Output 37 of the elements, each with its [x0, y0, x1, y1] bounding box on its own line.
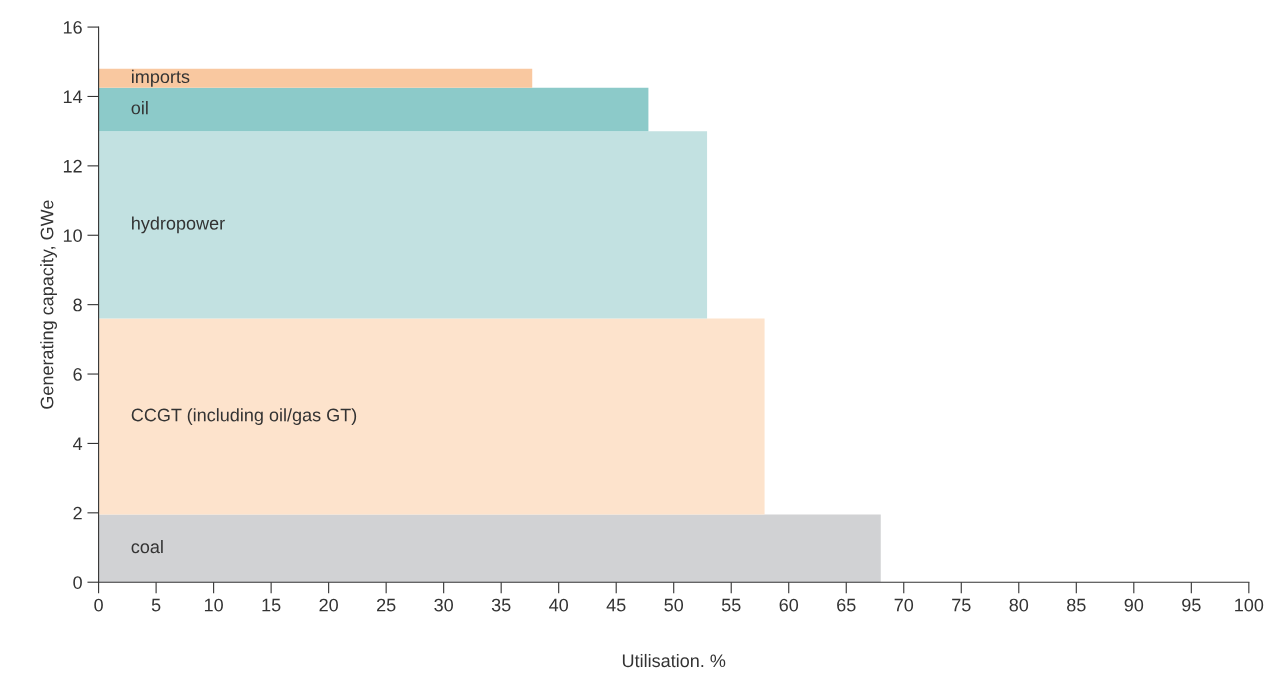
x-tick-label: 10: [204, 598, 223, 612]
x-tick-label: 20: [319, 598, 338, 612]
y-tick-label: 6: [73, 367, 82, 381]
x-tick-label: 100: [1235, 598, 1264, 612]
y-tick-label: 2: [73, 506, 82, 520]
y-tick-label: 12: [63, 159, 82, 173]
x-tick-label: 80: [1009, 598, 1029, 612]
x-tick-label: 35: [491, 598, 511, 612]
x-tick-label: 55: [721, 598, 741, 612]
series-label: CCGT (including oil/gas GT): [131, 408, 357, 425]
series-label: coal: [131, 539, 163, 554]
y-tick-label: 4: [72, 437, 83, 450]
x-tick-label: 5: [151, 598, 161, 612]
x-tick-label: 25: [377, 598, 396, 612]
x-tick-label: 50: [664, 598, 684, 612]
series-label: oil: [131, 101, 148, 115]
series-label: imports: [132, 69, 190, 87]
x-tick-label: 70: [894, 598, 914, 612]
x-tick-label: 90: [1124, 598, 1144, 612]
x-tick-label: 85: [1067, 598, 1086, 612]
x-tick-label: 0: [94, 598, 103, 612]
x-tick-label: 15: [262, 598, 281, 612]
x-tick-label: 75: [952, 598, 971, 612]
y-tick-label: 0: [73, 576, 82, 589]
y-tick-label: 14: [63, 90, 83, 104]
x-tick-label: 60: [779, 598, 799, 612]
x-tick-label: 40: [549, 598, 569, 612]
x-axis-title: Utilisation. %: [622, 653, 726, 668]
x-tick-label: 65: [837, 598, 856, 612]
y-tick-label: 16: [63, 21, 82, 34]
y-axis-title: Generating capacity, GWe: [40, 200, 57, 409]
y-tick-label: 8: [73, 298, 82, 312]
x-tick-label: 45: [606, 598, 626, 612]
series-label: hydropower: [132, 216, 225, 234]
x-tick-label: 95: [1182, 598, 1201, 612]
y-tick-label: 10: [63, 229, 82, 242]
x-tick-label: 30: [434, 598, 453, 612]
